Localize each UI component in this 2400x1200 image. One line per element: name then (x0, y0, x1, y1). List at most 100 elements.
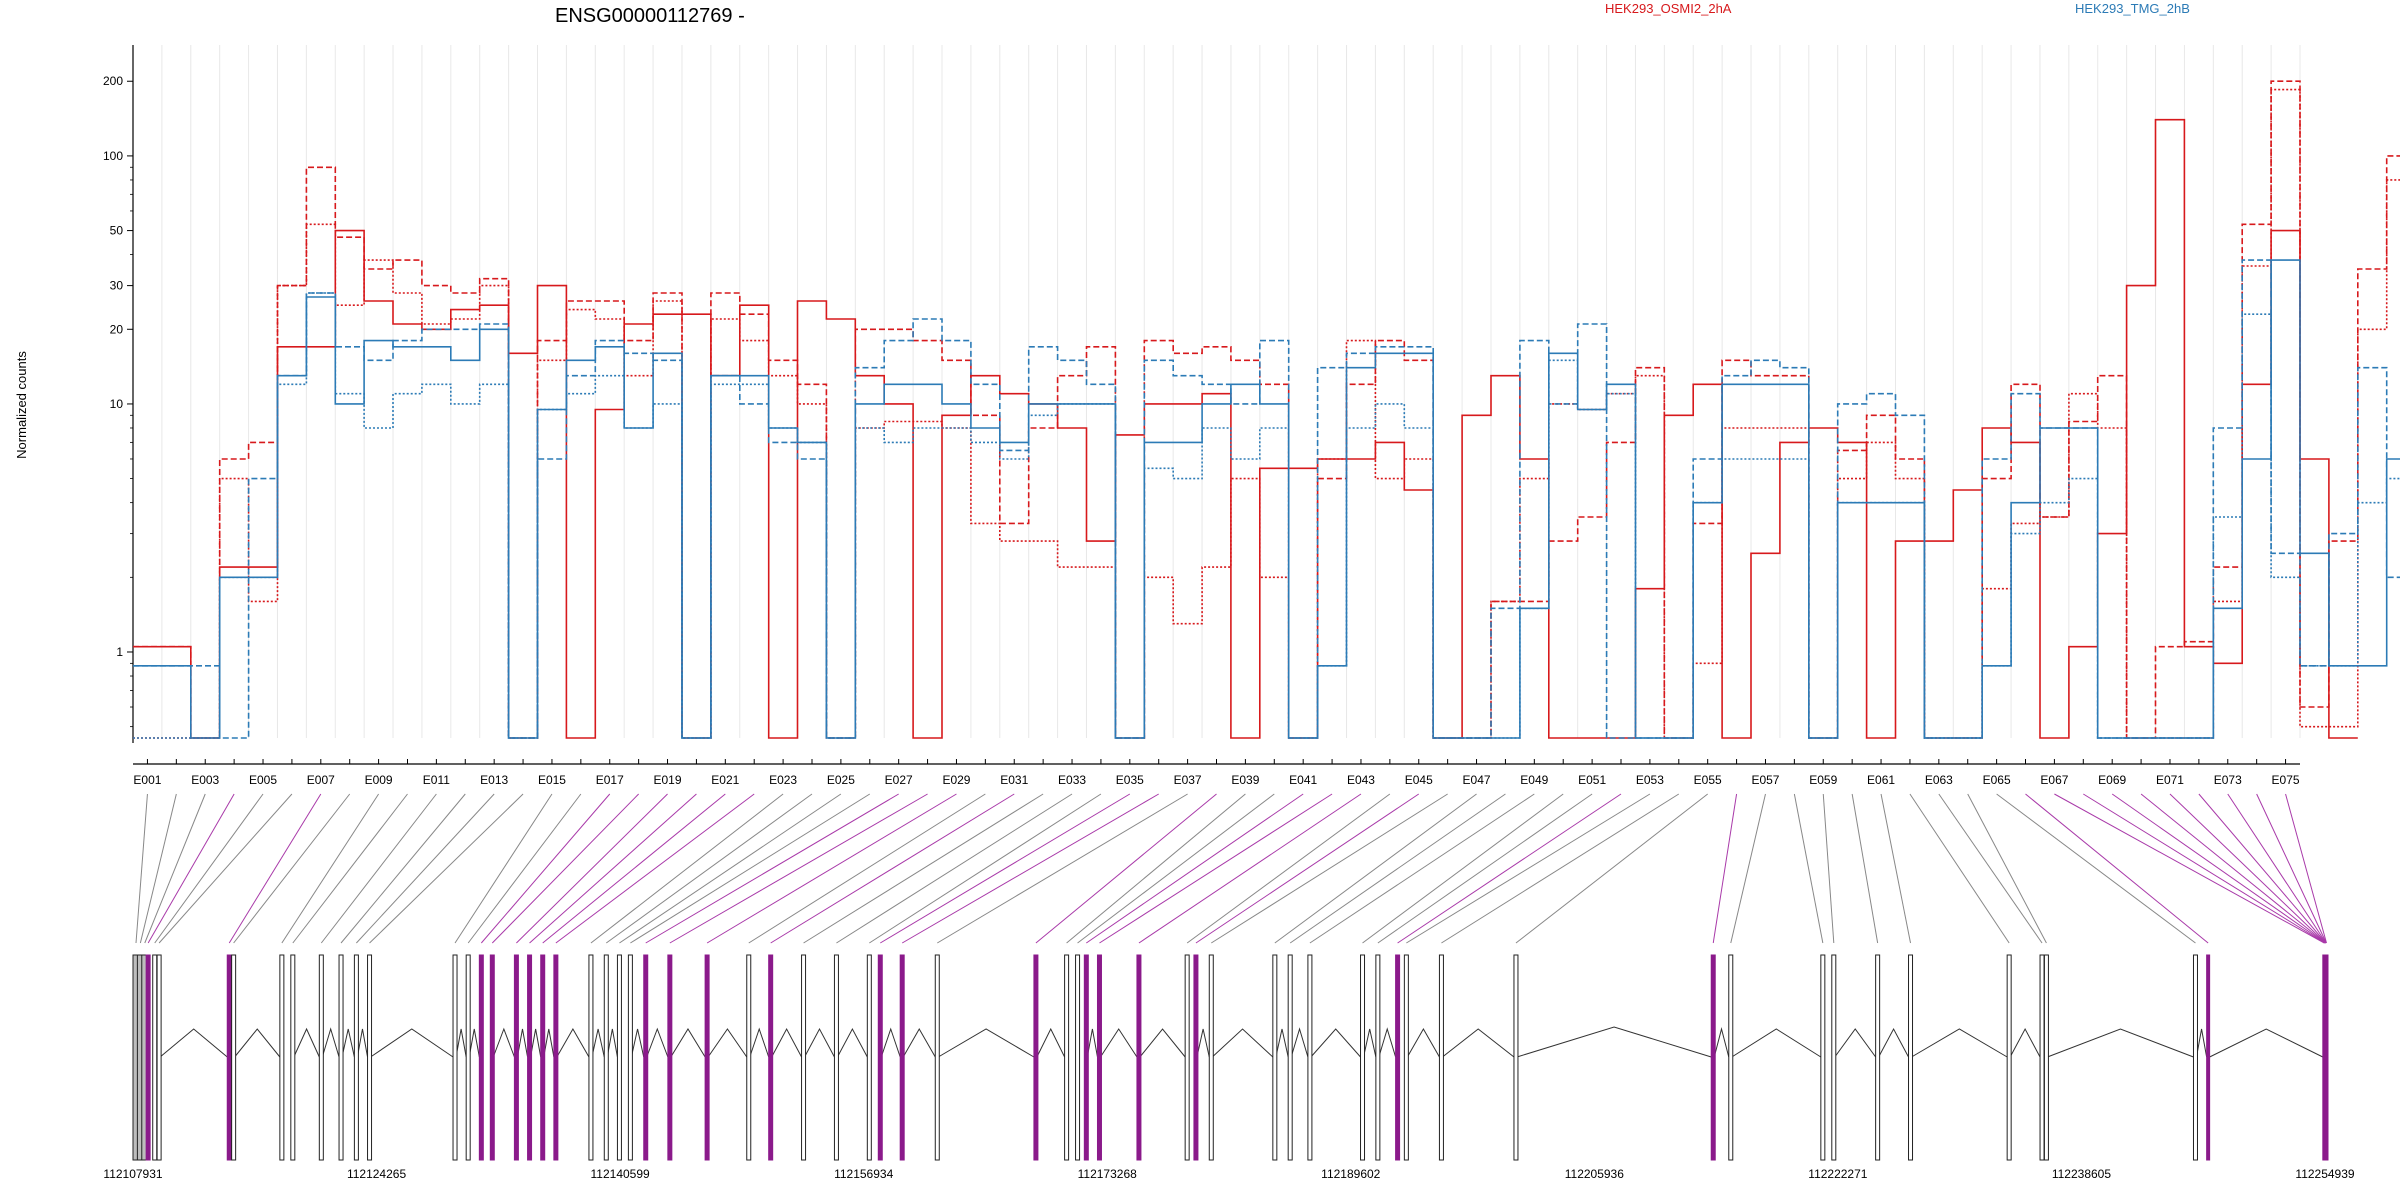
genomic-coordinate-label: 112156934 (834, 1167, 894, 1181)
exon-mapping-line (901, 793, 1159, 944)
exon-mapping-line (454, 793, 553, 944)
intron-line (1211, 1028, 1274, 1058)
exon-box (226, 954, 232, 1161)
x-tick-label: E015 (538, 773, 566, 787)
exon-box (1287, 954, 1293, 1161)
exon-box (1184, 954, 1190, 1161)
exon-box (877, 954, 883, 1161)
y-tick-label: 20 (110, 322, 124, 336)
exon-box (643, 954, 649, 1161)
exon-box (1728, 954, 1734, 1161)
exon-mapping-line (1851, 793, 1879, 944)
x-tick-label: E039 (1231, 773, 1259, 787)
intron-line (1442, 1028, 1515, 1058)
exon-box (513, 954, 519, 1161)
exon-box (1375, 954, 1381, 1161)
exon-mapping-line (233, 793, 351, 944)
exon-mapping-line (542, 793, 726, 944)
intron-line (516, 1028, 529, 1058)
exon-mapping-line (1099, 793, 1333, 944)
exon-box (603, 954, 609, 1161)
x-tick-label: E017 (596, 773, 624, 787)
intron-line (630, 1028, 645, 1058)
exon-mapping-line (770, 793, 1015, 944)
genomic-coordinate-label: 112140599 (591, 1167, 651, 1181)
exon-mapping-line (2111, 793, 2326, 944)
exon-box (156, 954, 162, 1161)
exon-mapping-line (480, 793, 611, 944)
exon-box (746, 954, 752, 1161)
exon-box (338, 954, 344, 1161)
exon-mapping-line (369, 793, 524, 944)
exon-box (1083, 954, 1089, 1161)
x-tick-label: E071 (2156, 773, 2184, 787)
y-tick-label: 200 (103, 74, 123, 88)
exon-mapping-line (1274, 793, 1477, 944)
exon-mapping-line (1909, 793, 2010, 944)
exon-mapping-line (2025, 793, 2209, 944)
series-line-1 (133, 80, 2400, 739)
x-tick-label: E035 (1116, 773, 1144, 787)
exon-box (231, 954, 237, 1161)
exon-box (667, 954, 673, 1161)
x-tick-label: E003 (191, 773, 219, 787)
intron-line (880, 1027, 901, 1058)
exon-box (540, 954, 546, 1161)
exon-box (290, 954, 296, 1161)
exon-mapping-line (1967, 793, 2047, 944)
exon-mapping-line (1712, 793, 1738, 944)
x-tick-label: E027 (885, 773, 913, 787)
exon-mapping-line (2083, 793, 2326, 944)
exon-box (616, 954, 622, 1161)
intron-line (646, 1027, 669, 1058)
exon-box (2324, 954, 2329, 1161)
exon-mapping-line (158, 793, 293, 944)
x-tick-label: E023 (769, 773, 797, 787)
exon-mapping-line (2285, 793, 2327, 944)
genomic-coordinate-label: 112107931 (103, 1167, 163, 1181)
exon-box (318, 954, 324, 1161)
genomic-coordinate-label: 112124265 (347, 1167, 407, 1181)
exon-mapping-line (1195, 793, 1420, 944)
exon-mapping-line (748, 793, 986, 944)
exon-box (1820, 954, 1826, 1161)
exon-box (801, 954, 807, 1161)
exon-mapping-line (1515, 793, 1708, 944)
exon-mapping-line (356, 793, 495, 944)
intron-line (1275, 1028, 1289, 1058)
intron-line (771, 1027, 803, 1058)
intron-line (455, 1028, 467, 1058)
legend-entry-tmg: HEK293_TMG_2hB (2075, 1, 2190, 16)
series-line-3 (133, 259, 2400, 739)
x-tick-label: E065 (1983, 773, 2011, 787)
intron-line (530, 1028, 542, 1058)
exon-mapping-line (937, 793, 1188, 944)
exon-box (465, 954, 471, 1161)
x-tick-label: E063 (1925, 773, 1953, 787)
x-tick-label: E045 (1405, 773, 1433, 787)
exon-mapping-line (144, 793, 206, 944)
genomic-coordinate-label: 112205936 (1565, 1167, 1625, 1181)
x-tick-label: E057 (1751, 773, 1779, 787)
exon-mapping-line (2169, 793, 2326, 944)
exon-mapping-line (605, 793, 813, 944)
x-tick-label: E041 (1289, 773, 1317, 787)
exon-box (367, 954, 373, 1161)
intron-line (1834, 1028, 1877, 1058)
exon-mapping-line (320, 793, 437, 944)
exon-box (833, 954, 839, 1161)
intron-line (1310, 1028, 1361, 1058)
exon-box (553, 954, 559, 1161)
x-tick-label: E007 (307, 773, 335, 787)
exon-box (1208, 954, 1214, 1161)
intron-line (1713, 1027, 1730, 1058)
intron-line (606, 1028, 618, 1058)
exon-mapping-line (1441, 793, 1680, 944)
exon-mapping-line (869, 793, 1102, 944)
exon-mapping-line (292, 793, 408, 944)
intron-line (804, 1027, 835, 1058)
exon-mapping-line (619, 793, 842, 944)
intron-line (234, 1028, 281, 1058)
exon-box (1136, 954, 1142, 1161)
